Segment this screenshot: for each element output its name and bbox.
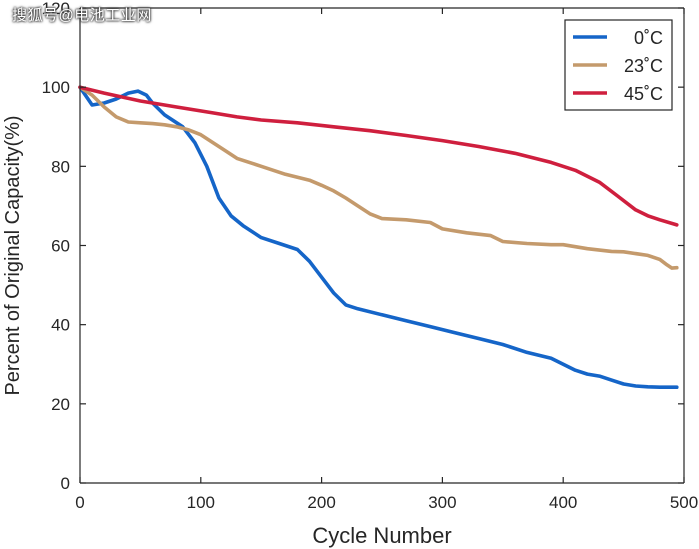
x-tick-label: 400 (549, 493, 577, 512)
y-tick-label: 120 (42, 0, 70, 18)
axes: 0 100 200 300 400 500 0 20 40 60 80 100 120 (42, 0, 699, 512)
legend-label-2: 45˚C (624, 84, 663, 104)
legend: 0˚C 23˚C 45˚C (564, 19, 673, 111)
x-tick-label: 500 (670, 493, 698, 512)
y-tick-label: 0 (61, 474, 70, 493)
x-tick-label: 200 (307, 493, 335, 512)
series-line-0 (78, 85, 679, 390)
legend-label-0: 0˚C (634, 28, 663, 48)
x-tick-label: 300 (428, 493, 456, 512)
y-tick-label: 100 (42, 78, 70, 97)
y-axis-label: Percent of Original Capacity(%) (2, 115, 24, 395)
y-tick-label: 20 (51, 395, 70, 414)
x-axis-label: Cycle Number (312, 523, 451, 548)
x-tick-label: 100 (187, 493, 215, 512)
plot-area (78, 85, 679, 390)
watermark-text: 搜狐号@电池工业网 (12, 7, 152, 24)
y-tick-label: 40 (51, 316, 70, 335)
legend-label-1: 23˚C (624, 56, 663, 76)
y-tick-label: 80 (51, 157, 70, 176)
y-tick-label: 60 (51, 237, 70, 256)
x-tick-label: 0 (75, 493, 84, 512)
series-line-1 (78, 85, 679, 270)
series-line-2 (78, 85, 679, 227)
